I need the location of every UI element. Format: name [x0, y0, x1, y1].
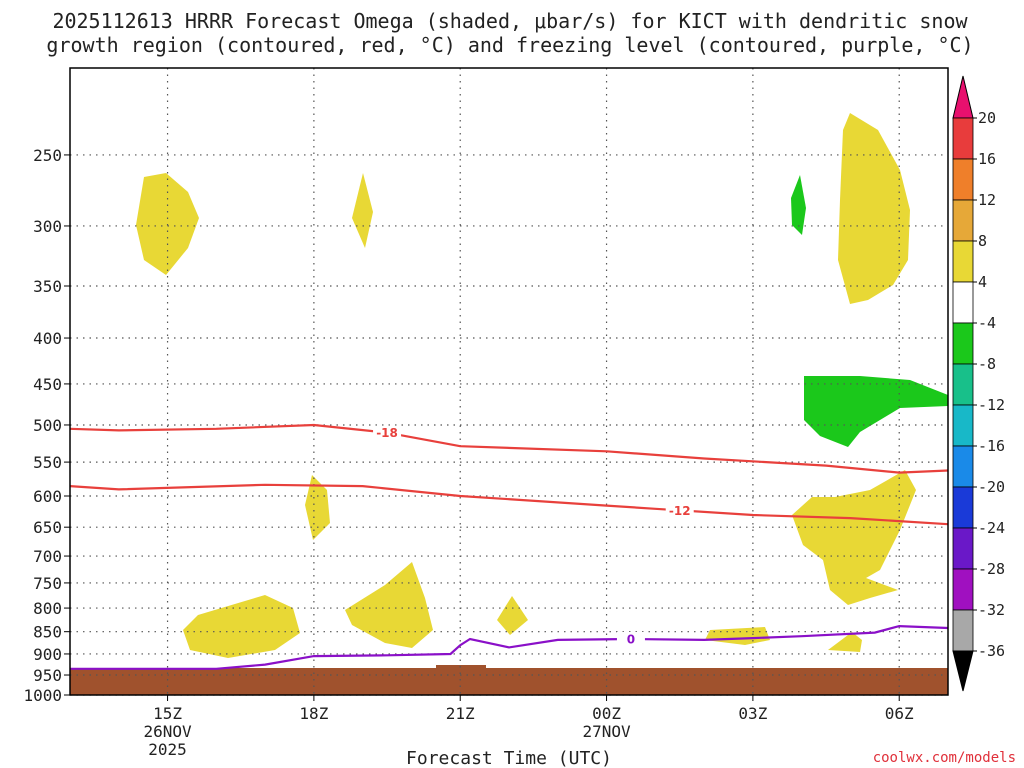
- colorbar-swatch: [952, 486, 974, 529]
- y-tick-label: 350: [33, 277, 62, 296]
- chart-title-line2: growth region (contoured, red, °C) and f…: [46, 33, 973, 57]
- y-tick-label: 250: [33, 146, 62, 165]
- y-tick-label: 550: [33, 453, 62, 472]
- omega-region-upper-mid: [352, 173, 373, 248]
- contour-label-bg: [373, 425, 402, 440]
- colorbar-swatch: [952, 117, 974, 160]
- x-axis-label: Forecast Time (UTC): [406, 748, 612, 768]
- grid-lines: [70, 68, 948, 696]
- surface-ground-bump: [436, 665, 486, 669]
- omega-region-low-right-small: [705, 627, 770, 645]
- x-tick-label: 06Z: [885, 704, 914, 723]
- contour-label-bg: [665, 503, 694, 518]
- colorbar-top-arrow: [952, 75, 974, 119]
- contour-line-minus18: [69, 423, 949, 474]
- contour-label: -18: [376, 426, 398, 440]
- colorbar-swatch: [952, 240, 974, 283]
- colorbar-label: -8: [978, 355, 996, 373]
- omega-region-green-upper: [791, 175, 806, 235]
- colorbar-label: 16: [978, 150, 996, 168]
- contour-label: 0: [627, 632, 635, 646]
- y-tick-label: 800: [33, 599, 62, 618]
- omega-region-low-left: [183, 595, 300, 658]
- plot-frame: [69, 67, 949, 696]
- colorbar-swatch: [952, 527, 974, 570]
- colorbar-swatch: [952, 363, 974, 406]
- colorbar-label: 12: [978, 191, 996, 209]
- colorbar-label: 20: [978, 109, 996, 127]
- y-tick-label: 700: [33, 547, 62, 566]
- y-tick-label: 650: [33, 518, 62, 537]
- omega-region-green-mid: [804, 376, 948, 447]
- omega-region-low-mid2: [497, 596, 528, 635]
- x-tick-date: 26NOV: [143, 722, 192, 741]
- omega-region-mid-left: [305, 475, 330, 540]
- colorbar-label: -16: [978, 437, 1005, 455]
- omega-region-mid-right: [792, 470, 916, 605]
- y-tick-label: 900: [33, 645, 62, 664]
- omega-shading: [136, 113, 948, 658]
- colorbar-label: -4: [978, 314, 996, 332]
- colorbar-label: -20: [978, 478, 1005, 496]
- surface-ground: [70, 668, 948, 695]
- chart-title-line1: 2025112613 HRRR Forecast Omega (shaded, …: [52, 9, 968, 33]
- x-tick-label: 03Z: [738, 704, 767, 723]
- y-tick-label: 500: [33, 416, 62, 435]
- x-tick-label: 15Z: [153, 704, 182, 723]
- colorbar-label: -32: [978, 601, 1005, 619]
- y-tick-label: 1000: [23, 686, 62, 705]
- contour-line-0: [70, 624, 949, 670]
- x-tick-year: 2025: [148, 740, 187, 759]
- contour-label-bg: [616, 631, 645, 646]
- credit-text: coolwx.com/models: [873, 750, 1016, 766]
- colorbar: 20 16 12 8 4 -4 -8 -12 -16 -20 -24 -28 -32 -36: [952, 75, 1005, 692]
- colorbar-label: -24: [978, 519, 1005, 537]
- colorbar-swatch: [952, 445, 974, 488]
- y-tick-label: 450: [33, 375, 62, 394]
- temperature-contours: -18 -12 0: [69, 423, 949, 670]
- omega-region-upper-right: [838, 113, 910, 304]
- colorbar-swatch: [952, 322, 974, 365]
- colorbar-label: -36: [978, 642, 1005, 660]
- x-tick-label: 18Z: [299, 704, 328, 723]
- y-tick-label: 950: [33, 666, 62, 685]
- y-axis: 250 300 350 400 450 500 550 600 650 700 750 800 850 9…: [23, 146, 70, 705]
- x-tick-date: 27NOV: [582, 722, 631, 741]
- y-tick-label: 400: [33, 329, 62, 348]
- colorbar-label: 4: [978, 273, 987, 291]
- colorbar-swatch: [952, 158, 974, 201]
- y-tick-label: 850: [33, 623, 62, 642]
- omega-region-lower-right-small: [828, 632, 862, 652]
- x-tick-label: 00Z: [592, 704, 621, 723]
- contour-label: -12: [669, 504, 691, 518]
- colorbar-swatch: [952, 404, 974, 447]
- y-tick-label: 600: [33, 487, 62, 506]
- colorbar-bottom-arrow: [952, 650, 974, 692]
- colorbar-swatch: [952, 609, 974, 652]
- colorbar-swatch: [952, 568, 974, 611]
- colorbar-label: -12: [978, 396, 1005, 414]
- colorbar-swatch: [952, 199, 974, 242]
- y-tick-label: 300: [33, 217, 62, 236]
- omega-region-low-mid: [345, 562, 433, 648]
- colorbar-label: 8: [978, 232, 987, 250]
- colorbar-label: -28: [978, 560, 1005, 578]
- y-tick-label: 750: [33, 574, 62, 593]
- colorbar-swatch: [952, 281, 974, 324]
- x-tick-label: 21Z: [446, 704, 475, 723]
- contour-line-minus12: [69, 483, 949, 526]
